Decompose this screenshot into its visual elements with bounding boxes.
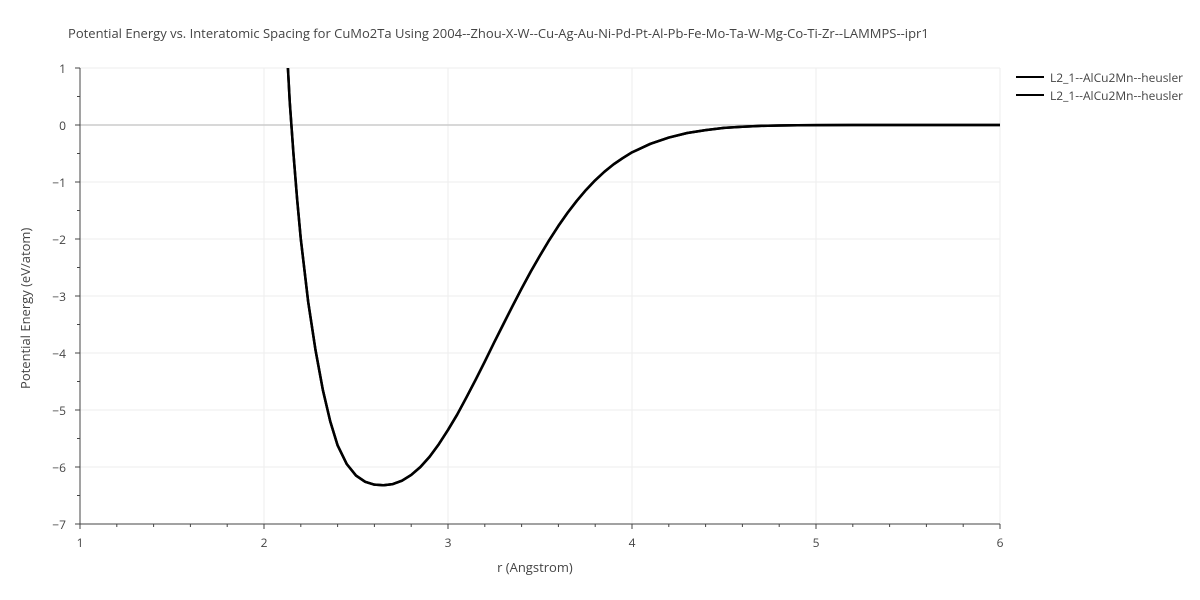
x-tick-label: 3: [445, 534, 452, 551]
y-tick-label: −2: [42, 231, 66, 248]
legend-label: L2_1--AlCu2Mn--heusler: [1050, 87, 1183, 104]
x-tick-label: 5: [813, 534, 820, 551]
y-tick-label: −3: [42, 288, 66, 305]
x-tick-label: 2: [261, 534, 268, 551]
y-tick-label: 0: [42, 117, 66, 134]
series-line[interactable]: [288, 68, 1000, 485]
legend-swatch: [1016, 76, 1044, 78]
y-tick-label: −6: [42, 459, 66, 476]
y-tick-label: −5: [42, 402, 66, 419]
legend-label: L2_1--AlCu2Mn--heusler: [1050, 69, 1183, 86]
x-tick-label: 4: [629, 534, 636, 551]
legend: L2_1--AlCu2Mn--heuslerL2_1--AlCu2Mn--heu…: [1016, 68, 1183, 104]
y-tick-label: 1: [42, 60, 66, 77]
y-tick-label: −7: [42, 516, 66, 533]
legend-item[interactable]: L2_1--AlCu2Mn--heusler: [1016, 86, 1183, 104]
y-tick-label: −1: [42, 174, 66, 191]
x-tick-label: 1: [77, 534, 84, 551]
legend-item[interactable]: L2_1--AlCu2Mn--heusler: [1016, 68, 1183, 86]
legend-swatch: [1016, 94, 1044, 96]
series-line[interactable]: [288, 68, 1000, 485]
x-tick-label: 6: [997, 534, 1004, 551]
y-tick-label: −4: [42, 345, 66, 362]
